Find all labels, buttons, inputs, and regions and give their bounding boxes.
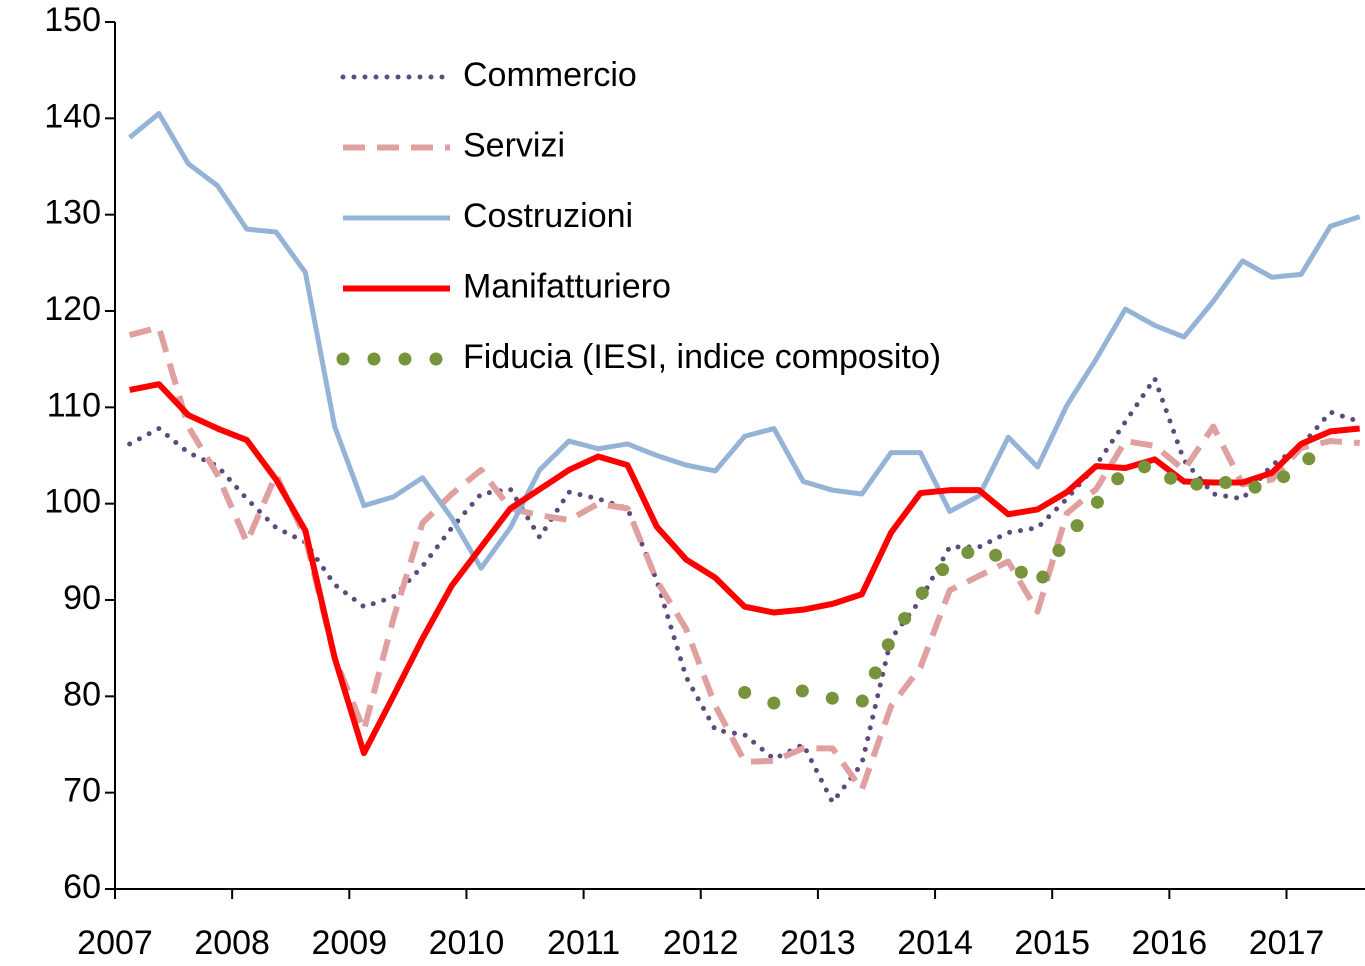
y-tick-label: 110 — [47, 386, 101, 424]
legend-label: Manifatturiero — [463, 267, 671, 305]
x-tick-label: 2012 — [663, 924, 739, 962]
series-line — [127, 375, 1363, 805]
y-tick-label: 120 — [44, 290, 101, 328]
legend-label: Fiducia (IESI, indice composito) — [463, 338, 941, 376]
x-tick-label: 2015 — [1014, 924, 1090, 962]
y-tick-label: 60 — [63, 868, 101, 906]
x-tick-label: 2014 — [897, 924, 973, 962]
x-tick-label: 2009 — [311, 924, 387, 962]
x-tick-label: 2016 — [1132, 924, 1208, 962]
legend-label: Servizi — [463, 126, 565, 164]
series-line — [128, 111, 1361, 571]
legend-label: Commercio — [463, 56, 637, 94]
x-tick-label: 2013 — [780, 924, 856, 962]
series-line — [129, 381, 1361, 757]
y-tick-label: 150 — [44, 1, 101, 39]
x-tick-label: 2017 — [1249, 924, 1325, 962]
x-tick-label: 2007 — [77, 924, 153, 962]
y-tick-label: 80 — [63, 675, 101, 713]
y-tick-label: 90 — [63, 579, 101, 617]
x-tick-label: 2008 — [194, 924, 270, 962]
y-tick-label: 140 — [44, 97, 101, 135]
y-tick-label: 100 — [44, 483, 101, 521]
x-tick-label: 2010 — [429, 924, 505, 962]
y-tick-label: 70 — [63, 772, 101, 810]
x-tick-label: 2011 — [547, 924, 620, 962]
y-tick-label: 130 — [44, 194, 101, 232]
legend-label: Costruzioni — [463, 197, 633, 235]
